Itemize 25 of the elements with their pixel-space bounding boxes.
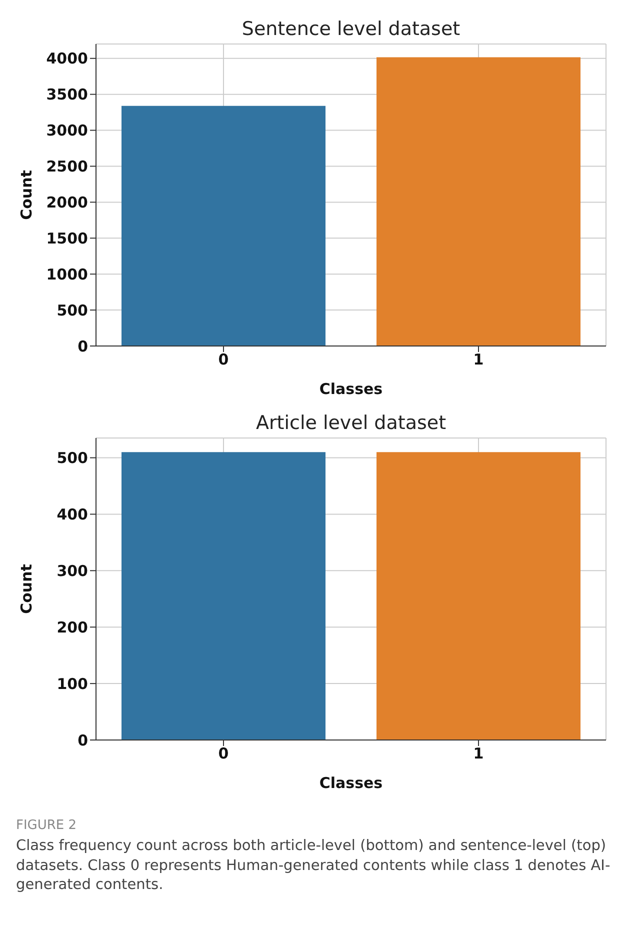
y-tick-label: 3500 (46, 86, 88, 104)
y-tick-label: 1000 (46, 265, 88, 284)
y-tick-label: 2000 (46, 194, 88, 212)
y-tick-label: 500 (56, 301, 88, 320)
x-tick-label: 1 (473, 350, 484, 369)
x-tick-label: 1 (473, 744, 484, 763)
y-tick-label: 0 (78, 731, 88, 750)
x-axis-title: Classes (319, 380, 383, 398)
y-tick-label: 300 (56, 562, 88, 580)
y-tick-label: 500 (56, 449, 88, 468)
y-tick-label: 0 (78, 337, 88, 356)
text: Class frequency count across both article-level (bottom) and sentence-level (top) datasets. Class 0 represents Human-generated contents while class 1 denotes AI-generated contents. (16, 837, 612, 896)
y-axis-title: Count (17, 170, 36, 220)
chart-title: Sentence level dataset (240, 18, 462, 40)
chart-title: Article level dataset (254, 412, 448, 434)
y-tick-label: 100 (56, 674, 88, 693)
x-axis-title: Classes (319, 774, 383, 792)
y-tick-label: 400 (56, 506, 88, 524)
y-axis-title: Count (17, 564, 36, 614)
y-tick-label: 2500 (46, 158, 88, 176)
y-tick-label: 3000 (46, 122, 88, 140)
caption: FIGURE 2 (16, 818, 78, 833)
y-tick-label: 4000 (46, 50, 88, 68)
y-tick-label: 1500 (46, 229, 88, 248)
y-tick-label: 200 (56, 618, 88, 636)
